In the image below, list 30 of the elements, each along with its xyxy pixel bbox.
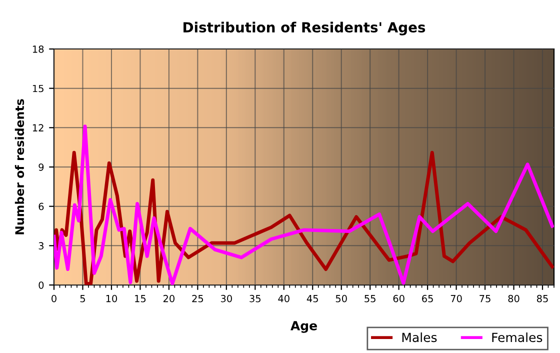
y-tick-label: 12	[32, 124, 44, 132]
y-tick-label: 9	[38, 163, 44, 171]
y-axis-title: Number of residents	[14, 99, 24, 234]
x-tick-label: 60	[393, 294, 404, 302]
x-tick-label: 10	[106, 294, 118, 302]
x-tick-label: 40	[278, 294, 290, 302]
x-axis-title: Age	[290, 321, 317, 333]
x-tick-label: 5	[80, 295, 85, 302]
y-tick-label: 6	[38, 202, 44, 210]
y-tick-label: 0	[38, 281, 44, 289]
y-tick-label: 3	[38, 242, 44, 250]
x-tick-label: 35	[250, 294, 260, 302]
x-tick-label: 45	[306, 295, 318, 302]
x-tick-label: 75	[480, 295, 490, 302]
x-tick-label: 65	[422, 294, 433, 302]
x-tick-label: 70	[450, 294, 462, 302]
chart-title: Distribution of Residents' Ages	[184, 22, 426, 36]
x-tick-label: 15	[135, 295, 146, 302]
y-tick-label: 18	[32, 45, 44, 53]
x-tick-label: 30	[220, 294, 232, 302]
x-tick-label: 50	[336, 294, 347, 302]
x-tick-label: 25	[192, 294, 204, 302]
legend-label: Females	[492, 332, 542, 342]
x-tick-label: 80	[508, 294, 520, 302]
legend-label: Males	[402, 332, 437, 342]
x-tick-label: 55	[364, 295, 376, 302]
x-tick-label: 20	[163, 294, 174, 302]
x-tick-label: 85	[536, 294, 548, 302]
x-tick-label: 0	[52, 294, 56, 302]
y-tick-label: 15	[32, 84, 44, 92]
